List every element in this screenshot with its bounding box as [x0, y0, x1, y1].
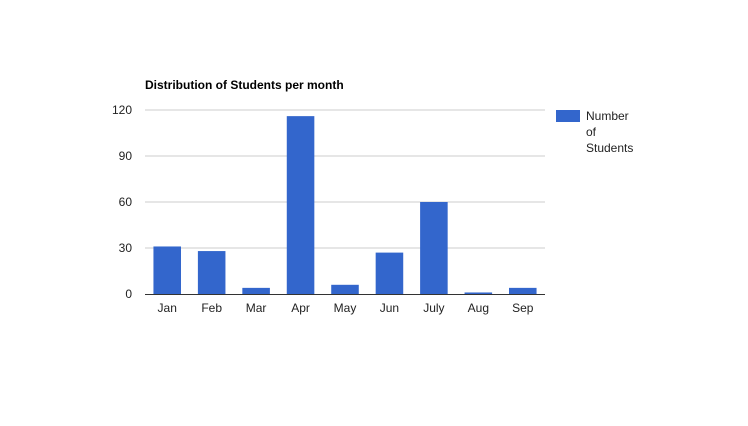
y-tick-label: 60 — [119, 195, 133, 209]
x-tick-label: Jun — [380, 301, 399, 315]
bar-may — [331, 284, 359, 294]
legend-label: Students — [586, 141, 633, 155]
legend-label: Number — [586, 109, 629, 123]
bar-mar — [242, 287, 270, 294]
x-tick-label: Apr — [291, 301, 310, 315]
y-tick-label: 120 — [112, 103, 132, 117]
y-axis-tick-labels: 0 30 60 90 120 — [112, 103, 132, 301]
x-tick-label: July — [423, 301, 444, 315]
x-axis-tick-labels: Jan Feb Mar Apr May Jun July Aug Sep — [158, 301, 534, 315]
bar-feb — [197, 251, 226, 294]
x-tick-label: Jan — [158, 301, 177, 315]
bar-sep — [509, 287, 537, 294]
legend: Number of Students — [556, 109, 633, 155]
x-tick-label: Sep — [512, 301, 534, 315]
y-tick-label: 0 — [125, 287, 132, 301]
gridlines — [145, 109, 545, 249]
y-tick-label: 30 — [119, 241, 133, 255]
bar-apr — [286, 116, 315, 294]
bar-aug — [464, 292, 493, 294]
bars — [153, 116, 537, 294]
legend-label: of — [586, 125, 597, 139]
chart-title: Distribution of Students per month — [145, 78, 344, 92]
bar-july — [420, 202, 448, 294]
x-tick-label: Aug — [468, 301, 489, 315]
y-tick-label: 90 — [119, 149, 133, 163]
bar-jan — [153, 246, 181, 294]
x-tick-label: Feb — [201, 301, 222, 315]
legend-swatch — [556, 110, 580, 122]
x-tick-label: May — [334, 301, 357, 315]
x-tick-label: Mar — [246, 301, 267, 315]
bar-jun — [375, 252, 404, 294]
